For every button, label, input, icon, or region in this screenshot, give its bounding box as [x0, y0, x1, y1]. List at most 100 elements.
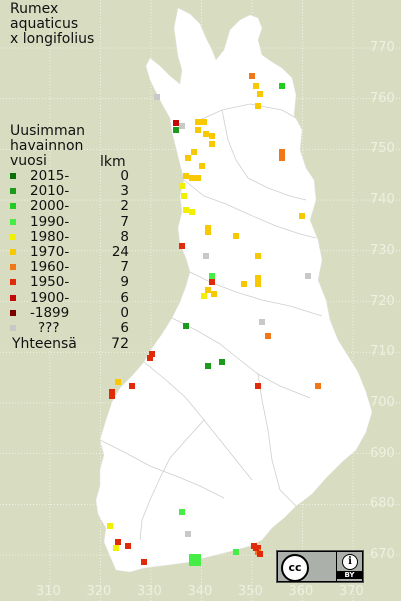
observation-marker: [255, 275, 261, 281]
legend-count: 8: [120, 228, 129, 245]
license-badge[interactable]: cc i BY: [276, 550, 364, 583]
observation-marker: [195, 127, 201, 133]
y-tick-label: 720: [370, 293, 395, 309]
observation-marker: [249, 73, 255, 79]
legend-count: 0: [120, 168, 129, 184]
legend-count: 6: [120, 289, 129, 306]
observation-marker: [173, 120, 179, 126]
y-tick-label: 730: [370, 242, 395, 258]
legend-swatch: [10, 309, 16, 316]
legend-swatch: [10, 233, 16, 240]
legend-swatch: [10, 173, 16, 179]
title-line-3: x longifolius: [10, 31, 95, 47]
y-tick-label: 770: [370, 40, 395, 55]
observation-marker: [115, 379, 121, 385]
cc-panel: cc: [278, 552, 336, 582]
observation-marker: [195, 175, 201, 181]
observation-marker: [147, 355, 153, 361]
legend-item: 2015- 0: [8, 168, 133, 184]
observation-marker: [253, 545, 259, 551]
observation-marker: [255, 383, 261, 389]
total-label: Yhteensä: [12, 336, 77, 352]
legend-label: ???: [38, 319, 60, 336]
observation-marker: [209, 279, 215, 285]
observation-marker: [181, 193, 187, 199]
y-tick-label: 760: [370, 90, 395, 106]
observation-marker: [205, 363, 211, 369]
legend-item: 1950- 9: [8, 275, 133, 290]
legend-item: 1900- 6: [8, 289, 133, 306]
observation-markers: [107, 73, 321, 566]
y-tick-label: 680: [370, 496, 395, 512]
legend-count: 6: [120, 319, 129, 336]
finland-land: [95, 7, 373, 573]
observation-marker: [183, 207, 189, 213]
legend-label: -1899: [30, 304, 70, 321]
observation-marker: [199, 163, 205, 169]
legend-item: 1980- 8: [8, 228, 133, 245]
observation-marker: [255, 253, 261, 259]
legend-label: 1990-: [30, 213, 70, 230]
observation-marker: [203, 131, 209, 137]
observation-marker: [113, 545, 119, 551]
observation-marker: [205, 229, 211, 235]
title-line-1: Rumex: [10, 1, 59, 17]
legend-count: 9: [120, 274, 129, 291]
x-tick-label: 310: [36, 584, 61, 599]
observation-marker: [149, 351, 155, 357]
legend-swatch: [10, 279, 16, 286]
observation-marker: [299, 213, 305, 219]
observation-marker: [109, 389, 115, 395]
x-tick-label: 350: [238, 584, 263, 599]
x-tick-label: 360: [288, 584, 314, 599]
legend-title-line-3: vuosi: [10, 153, 47, 169]
observation-marker: [209, 141, 215, 147]
observation-marker: [173, 127, 179, 133]
observation-marker: [129, 383, 135, 389]
legend-title-line-2: havainnon: [10, 138, 84, 154]
legend-label: 1950-: [30, 274, 70, 291]
legend-label: 1980-: [30, 228, 70, 245]
observation-marker: [179, 183, 185, 189]
legend-swatch: [10, 324, 16, 331]
observation-marker: [179, 123, 185, 129]
legend-swatch: [10, 248, 16, 255]
legend-swatch: [10, 218, 16, 225]
observation-marker: [279, 83, 285, 89]
observation-marker: [211, 291, 217, 297]
x-tick-label: 330: [137, 584, 162, 599]
cc-logo-icon: cc: [281, 554, 309, 582]
y-tick-label: 740: [370, 192, 395, 208]
observation-marker: [203, 253, 209, 259]
observation-marker: [195, 119, 201, 125]
legend: 2015- 0 2010- 3 2000- 2 1990- 7 1980- 8 1970- 24 196…: [8, 168, 133, 336]
observation-marker: [233, 233, 239, 239]
observation-marker: [201, 293, 207, 299]
observation-marker: [219, 359, 225, 365]
observation-marker: [125, 543, 131, 549]
observation-marker: [205, 225, 211, 231]
observation-marker: [185, 531, 191, 537]
y-tick-label: 690: [370, 445, 395, 461]
legend-label: 1900-: [30, 289, 70, 306]
legend-count: 24: [111, 243, 129, 260]
observation-marker: [241, 281, 247, 287]
legend-item: 1970- 24: [8, 243, 133, 260]
province-borders: [99, 103, 323, 541]
observation-marker: [191, 149, 197, 155]
count-header: lkm: [100, 154, 126, 170]
observation-marker: [141, 559, 147, 565]
attribution-icon: i: [342, 554, 358, 570]
x-tick-label: 340: [187, 584, 213, 599]
legend-swatch: [10, 264, 16, 271]
title-line-2: aquaticus: [10, 16, 79, 32]
total-count: 72: [111, 336, 129, 352]
observation-marker: [259, 319, 265, 325]
legend-title: Uusimman havainnon vuosi: [10, 124, 85, 169]
observation-marker: [255, 281, 261, 287]
observation-marker: [183, 323, 189, 329]
observation-marker: [315, 383, 321, 389]
observation-marker: [183, 173, 189, 179]
